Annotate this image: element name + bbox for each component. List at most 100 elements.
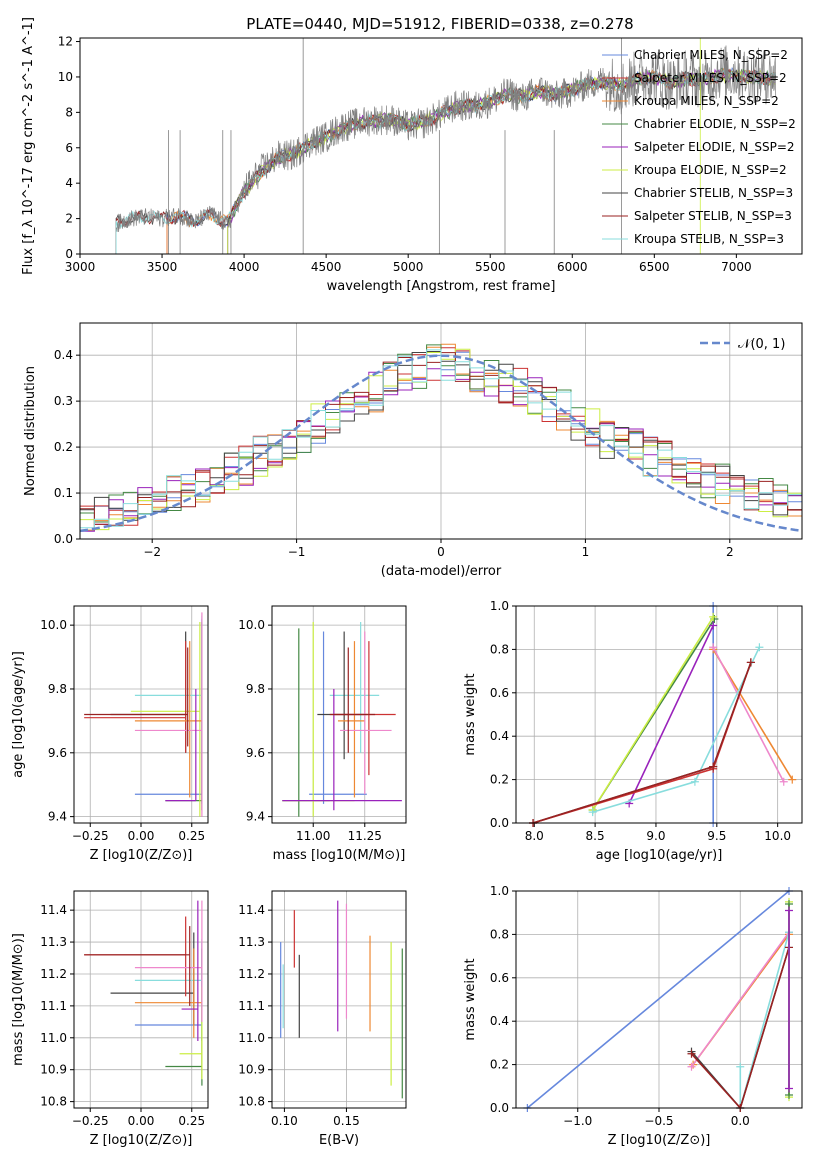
y-tick-label: 11.1 xyxy=(40,999,67,1013)
y-tick-label: 0.0 xyxy=(490,816,509,830)
y-tick-label: 6 xyxy=(65,141,73,155)
y-tick-label: 11.4 xyxy=(238,903,265,917)
x-axis-label: wavelength [Angstrom, rest frame] xyxy=(327,279,556,294)
x-tick-label: 4500 xyxy=(311,260,342,274)
y-tick-label: 0.2 xyxy=(490,773,509,787)
x-tick-label: 10.0 xyxy=(764,829,791,843)
y-axis-label: mass weight xyxy=(463,673,478,755)
x-axis-label: Z [log10(Z/Z⊙)] xyxy=(90,1133,193,1148)
age-weight-panel: 8.0 8.5 9.0 9.5 10.0 0.0 0.2 0.4 0.6 0.8 1.0 age [l… xyxy=(463,599,803,863)
legend-label: Kroupa MILES, N_SSP=2 xyxy=(634,94,779,108)
y-tick-label: 1.0 xyxy=(490,599,509,613)
y-tick-label: 11.2 xyxy=(238,967,265,981)
x-tick-label: 0.00 xyxy=(128,829,155,843)
weight-marker xyxy=(687,1049,696,1058)
legend-label: Chabrier STELIB, N_SSP=3 xyxy=(634,186,793,200)
weight-marker xyxy=(755,643,764,652)
weight-marker xyxy=(746,658,755,667)
y-tick-label: 11.0 xyxy=(40,1031,67,1045)
x-axis-label: mass [log10(M/M⊙)] xyxy=(273,848,406,863)
x-tick-label: −2 xyxy=(143,545,161,559)
legend-label: Salpeter ELODIE, N_SSP=2 xyxy=(634,140,795,154)
x-tick-label: 0.15 xyxy=(333,1114,360,1128)
y-tick-label: 0.4 xyxy=(54,348,73,362)
weight-marker xyxy=(709,643,718,652)
x-tick-label: 5000 xyxy=(393,260,424,274)
weight-line xyxy=(592,616,714,811)
y-tick-label: 10.8 xyxy=(238,1095,265,1109)
y-tick-label: 0.2 xyxy=(54,440,73,454)
y-tick-label: 9.6 xyxy=(246,746,265,760)
weight-marker xyxy=(785,1084,793,1093)
extinction-mass-panel: 0.10 0.15 10.8 10.9 11.0 11.1 11.2 11.3 11.4 E(B-… xyxy=(238,890,407,1148)
axes-frame xyxy=(515,890,803,1109)
metallicity-weight-panel: −1.0 −0.5 0.0 0.0 0.2 0.4 0.6 0.8 1.0 Z [log10(Z/… xyxy=(463,884,803,1148)
metallicity-age-panel: −0.25 0.00 0.25 9.4 9.6 9.8 10.0 Z [log10(Z/Z⊙)… xyxy=(11,605,209,863)
x-tick-label: 0.0 xyxy=(731,1114,750,1128)
y-tick-label: 10.0 xyxy=(40,618,67,632)
weight-line xyxy=(739,931,790,1108)
y-tick-label: 0.3 xyxy=(54,394,73,408)
y-tick-label: 0.8 xyxy=(490,642,509,656)
y-tick-label: 0.0 xyxy=(490,1101,509,1115)
x-tick-label: −1.0 xyxy=(563,1114,592,1128)
weight-marker xyxy=(709,612,718,621)
mass-age-panel: 11.00 11.25 9.4 9.6 9.8 10.0 mass [log10(M/M⊙)… xyxy=(238,605,407,863)
observed-spectrum-line xyxy=(115,45,777,233)
weight-line xyxy=(628,625,714,804)
weight-line xyxy=(526,891,790,1108)
y-tick-label: 11.0 xyxy=(238,1031,265,1045)
x-tick-label: 3500 xyxy=(147,260,178,274)
weight-line xyxy=(712,646,785,783)
y-tick-label: 10 xyxy=(58,70,73,84)
y-tick-label: 1.0 xyxy=(490,884,509,898)
weight-marker xyxy=(690,777,699,786)
axes-frame xyxy=(79,37,803,255)
weight-line xyxy=(690,947,790,1108)
y-tick-label: 11.4 xyxy=(40,903,67,917)
y-tick-label: 0.1 xyxy=(54,486,73,500)
y-tick-label: 12 xyxy=(58,35,73,49)
y-tick-label: 0.2 xyxy=(490,1058,509,1072)
x-tick-label: 6000 xyxy=(557,260,588,274)
y-tick-label: 10.9 xyxy=(238,1063,265,1077)
x-tick-label: 0.25 xyxy=(178,1114,205,1128)
y-tick-label: 0.6 xyxy=(490,686,509,700)
y-tick-label: 2 xyxy=(65,212,73,226)
weight-marker xyxy=(709,762,718,771)
x-tick-label: 5500 xyxy=(475,260,506,274)
axes-frame xyxy=(271,605,407,824)
x-tick-label: 8.5 xyxy=(586,829,605,843)
y-tick-label: 0.4 xyxy=(490,729,509,743)
legend-label: Salpeter STELIB, N_SSP=3 xyxy=(634,209,792,223)
legend-label: Salpeter MILES, N_SSP=2 xyxy=(634,71,787,85)
x-tick-label: 0.10 xyxy=(271,1114,298,1128)
y-tick-label: 10.0 xyxy=(238,618,265,632)
legend-label: Chabrier MILES, N_SSP=2 xyxy=(634,48,788,62)
weight-line xyxy=(532,662,752,823)
weight-marker xyxy=(788,775,797,784)
weight-marker xyxy=(736,1062,745,1071)
x-tick-label: 6500 xyxy=(639,260,670,274)
y-axis-label: age [log10(age/yr)] xyxy=(11,651,26,778)
x-tick-label: 0.25 xyxy=(178,829,205,843)
x-tick-label: 8.0 xyxy=(525,829,544,843)
x-axis-label: Z [log10(Z/Z⊙)] xyxy=(608,1133,711,1148)
y-tick-label: 11.2 xyxy=(40,967,67,981)
x-tick-label: 3000 xyxy=(65,260,96,274)
x-tick-label: −0.5 xyxy=(644,1114,673,1128)
y-tick-label: 0 xyxy=(65,247,73,261)
x-tick-label: 4000 xyxy=(229,260,260,274)
y-tick-label: 0.6 xyxy=(490,971,509,985)
x-tick-label: 0.00 xyxy=(128,1114,155,1128)
legend-label: Kroupa STELIB, N_SSP=3 xyxy=(634,232,784,246)
x-tick-label: −0.25 xyxy=(72,1114,109,1128)
y-axis-label: Normed distribution xyxy=(23,366,38,496)
y-axis-label: Flux [f_λ 10^-17 erg cm^-2 s^-1 A^-1] xyxy=(21,17,36,275)
y-tick-label: 9.4 xyxy=(246,810,265,824)
y-tick-label: 9.8 xyxy=(246,682,265,696)
weight-marker xyxy=(687,1062,696,1071)
x-tick-label: −1 xyxy=(288,545,306,559)
x-tick-label: 11.25 xyxy=(348,829,382,843)
x-axis-label: age [log10(age/yr)] xyxy=(596,848,723,863)
